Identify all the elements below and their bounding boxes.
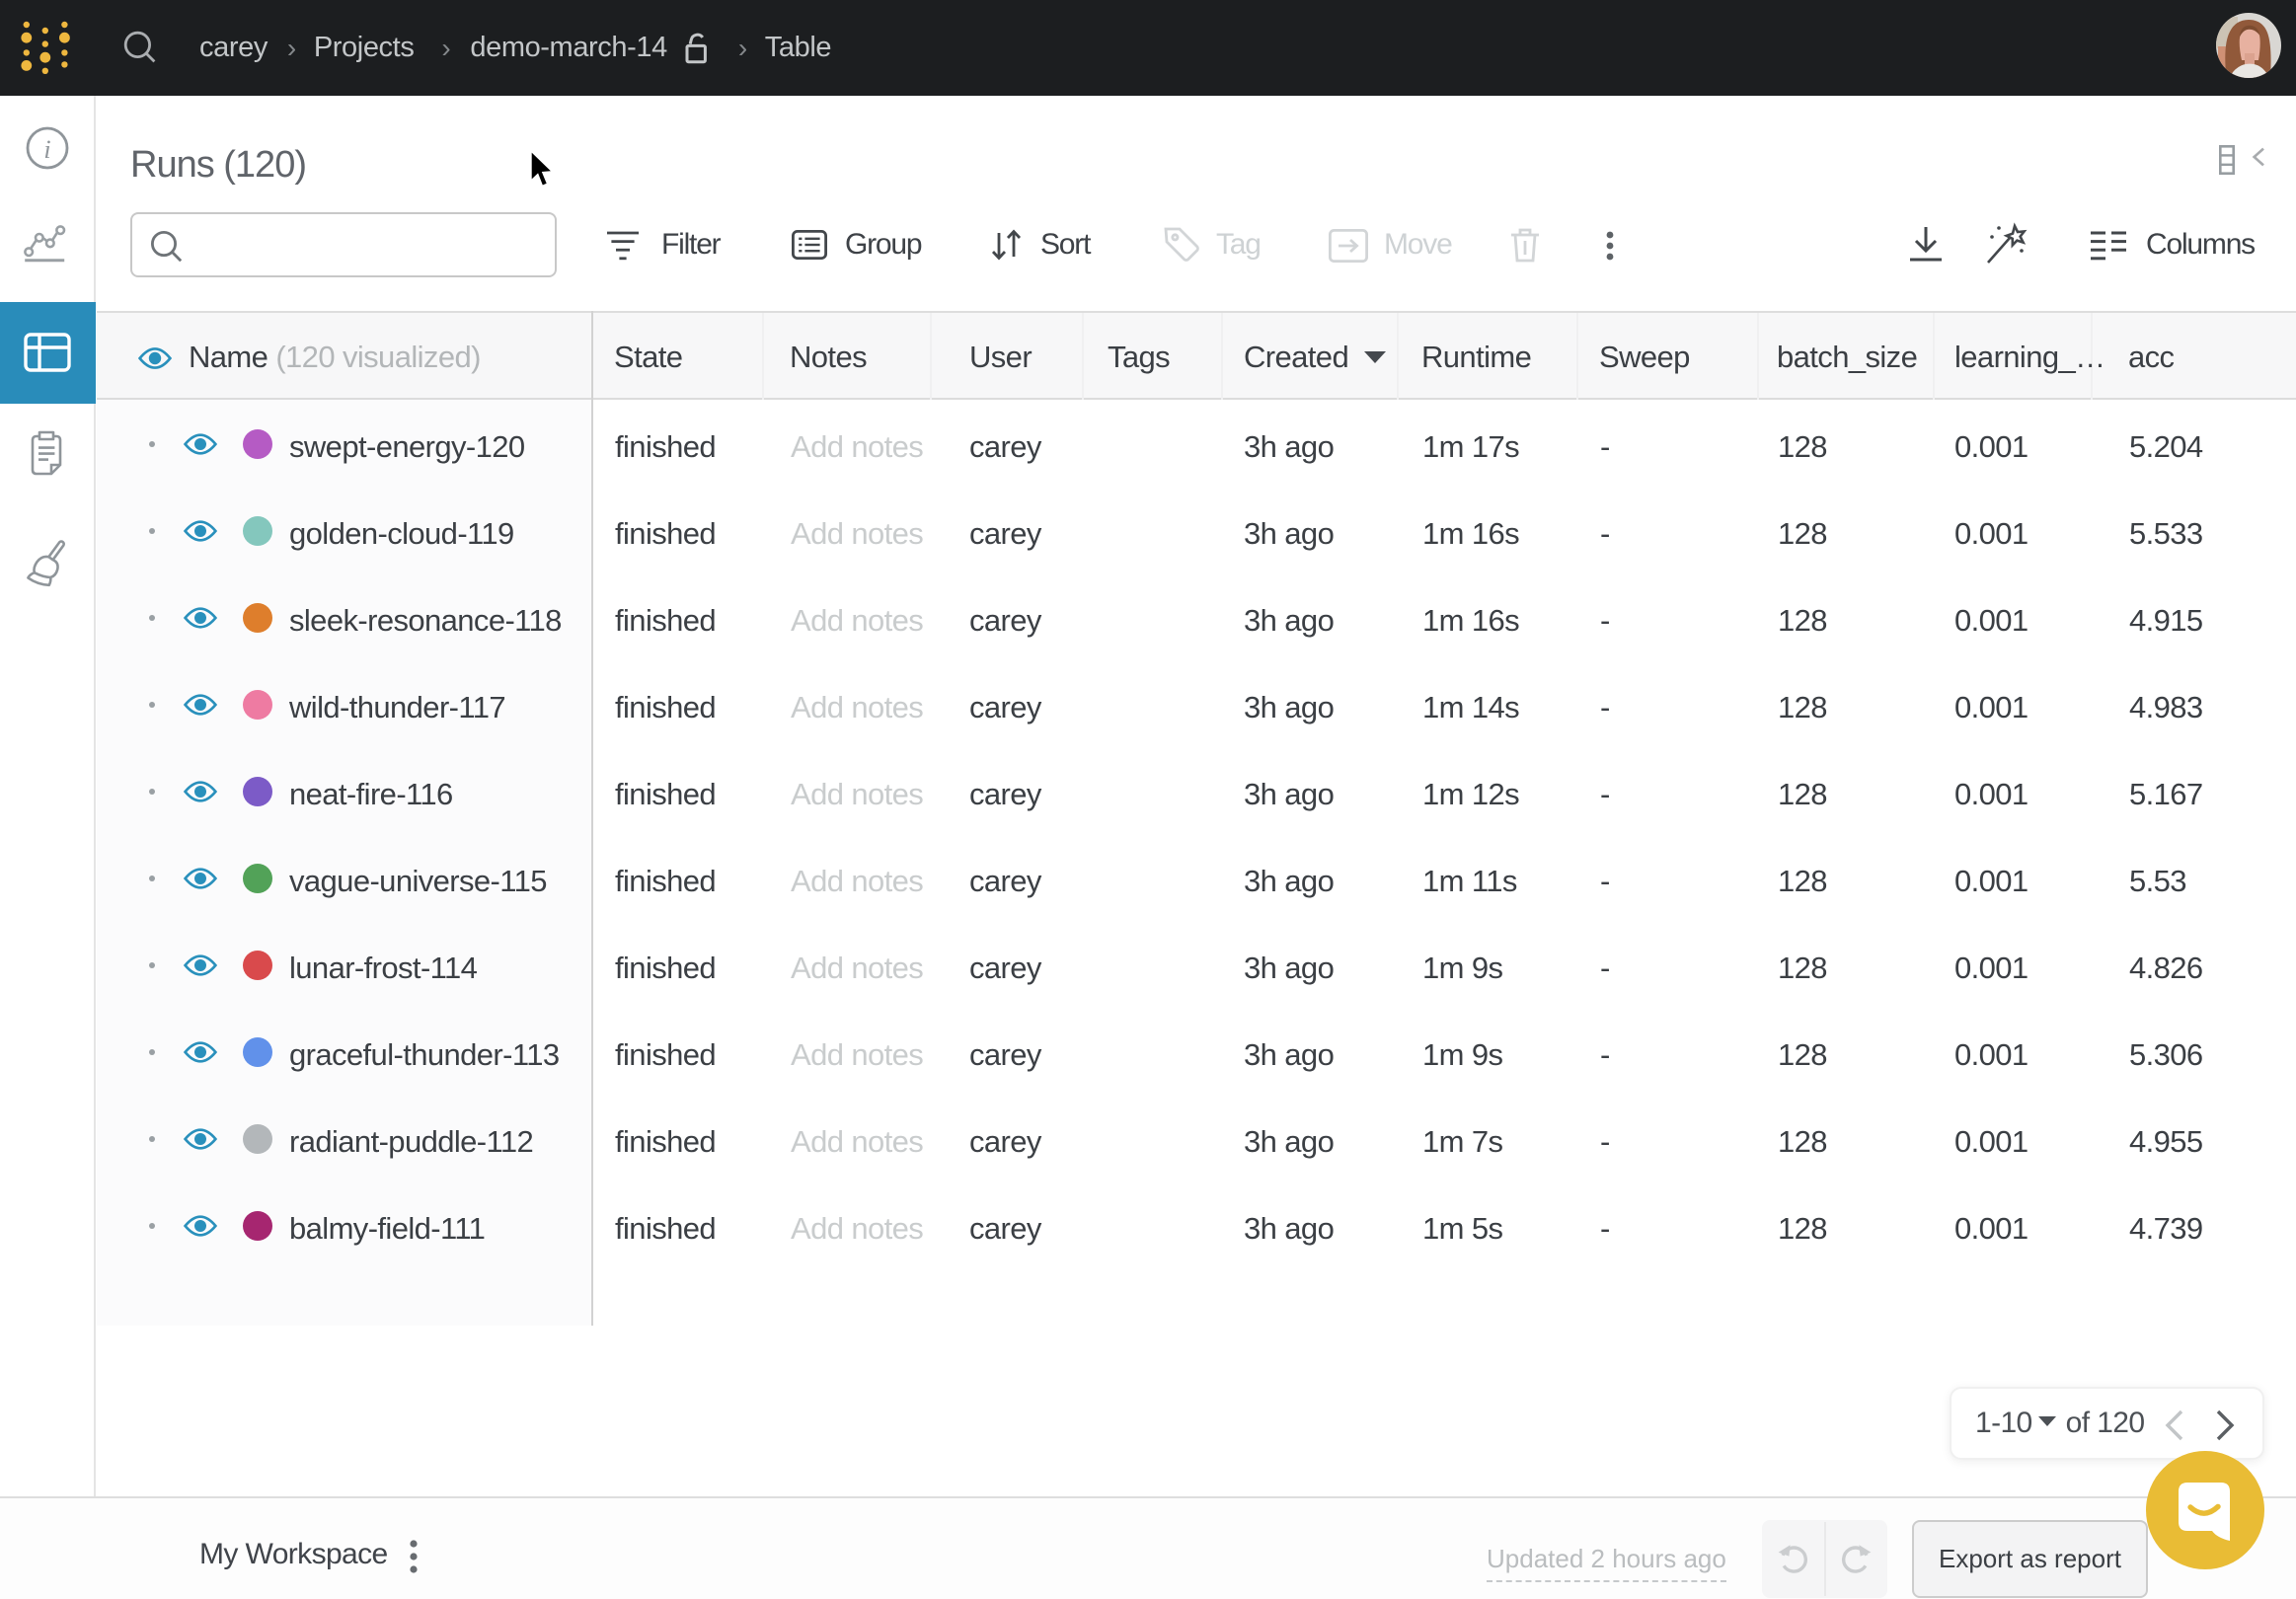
svg-text:i: i [43, 135, 50, 164]
